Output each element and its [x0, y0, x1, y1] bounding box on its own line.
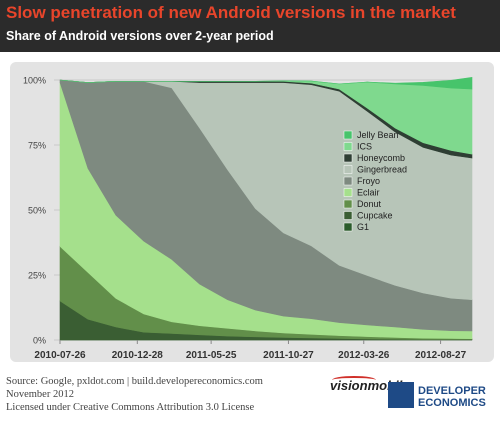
footer: Source: Google, pxldot.com | build.devel… [6, 375, 263, 414]
x-tick-label: 2012-03-26 [338, 350, 390, 361]
legend-swatch-eclair [343, 188, 353, 197]
x-tick-label: 2010-12-28 [112, 350, 164, 361]
header: Slow penetration of new Android versions… [0, 0, 500, 52]
legend-label-g1: G1 [357, 222, 369, 232]
y-axis: 0% 25% 50% 75% 100% [23, 76, 46, 346]
legend-swatch-froyo [343, 176, 353, 186]
stacked-areas [59, 77, 473, 341]
y-tick-label: 50% [28, 206, 46, 216]
logos: visionmobile DEVELOPER ECONOMICS [330, 376, 495, 416]
x-tick-label: 2010-07-26 [34, 350, 86, 361]
developer-economics-logo-icon [388, 382, 414, 408]
legend-swatch-donut [343, 199, 353, 209]
x-tick-label: 2011-10-27 [263, 350, 314, 361]
source-text: Source: Google, pxldot.com | build.devel… [6, 376, 263, 387]
area-jelly-bean [59, 77, 473, 90]
legend-swatch-jelly-bean [343, 130, 353, 140]
legend-label-eclair: Eclair [357, 188, 380, 198]
chart-subtitle: Share of Android versions over 2-year pe… [6, 29, 274, 43]
legend-swatch-honeycomb [343, 153, 353, 163]
x-tick-label: 2012-08-27 [415, 350, 467, 361]
date-text: November 2012 [6, 389, 74, 400]
x-tick-label: 2011-05-25 [186, 350, 237, 361]
developer-economics-logo: DEVELOPER ECONOMICS [418, 385, 486, 409]
legend-label-froyo: Froyo [357, 176, 380, 186]
x-axis: 2010-07-26 2010-12-28 2011-05-25 2011-10-27… [34, 340, 467, 361]
license-text: Licensed under Creative Commons Attribut… [6, 402, 255, 413]
developer-economics-line-2: ECONOMICS [418, 397, 486, 409]
legend-label-ics: ICS [357, 142, 372, 152]
legend-swatch-g1 [343, 222, 353, 232]
legend-swatch-gingerbread [343, 165, 353, 174]
chart-title: Slow penetration of new Android versions… [6, 3, 456, 22]
legend-label-donut: Donut [357, 199, 382, 209]
y-tick-label: 25% [28, 271, 46, 281]
developer-economics-line-1: DEVELOPER [418, 385, 486, 397]
legend-label-gingerbread: Gingerbread [357, 165, 407, 175]
y-tick-label: 0% [33, 336, 46, 346]
y-tick-label: 75% [28, 141, 46, 151]
area-chart: 0% 25% 50% 75% 100% 2010-07-26 2010-12-28 2011… [0, 52, 500, 370]
legend-label-cupcake: Cupcake [357, 211, 393, 221]
legend-label-honeycomb: Honeycomb [357, 153, 405, 163]
legend-swatch-cupcake [343, 211, 353, 220]
y-tick-label: 100% [23, 76, 46, 86]
legend-label-jelly-bean: Jelly Bean [357, 130, 399, 140]
visionmobile-swoosh-icon [332, 376, 376, 384]
legend-swatch-ics [343, 142, 353, 151]
